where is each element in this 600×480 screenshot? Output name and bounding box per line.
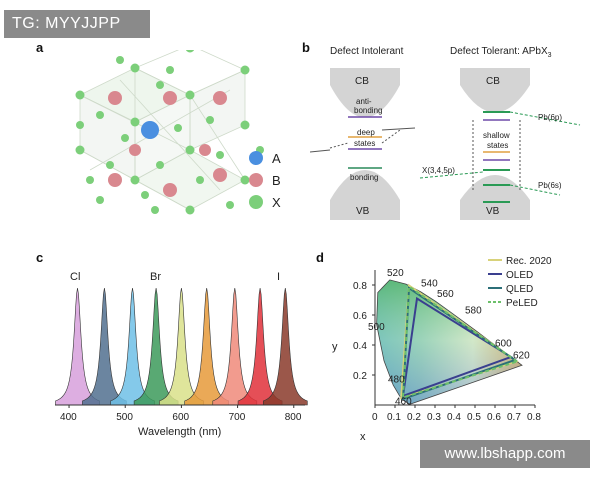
- octahedra-frame: [79, 50, 246, 211]
- panel-c-label: c: [36, 250, 44, 265]
- halide-i-label: I: [277, 271, 280, 283]
- right-vb-label: VB: [486, 206, 500, 217]
- bonding-label: bonding: [350, 173, 378, 182]
- b-atom: [163, 183, 177, 197]
- x-site-atoms: [75, 50, 264, 215]
- x-axis-title: x: [360, 431, 366, 443]
- x-tick-label: 400: [60, 412, 77, 423]
- x-tick-label: 800: [285, 412, 302, 423]
- y-tick-label: 0.6: [353, 311, 367, 322]
- legend: Rec. 2020 OLED QLED PeLED: [488, 256, 552, 309]
- x-tick-label: 700: [229, 412, 246, 423]
- legend-b-swatch: [249, 173, 263, 187]
- locus-label: 540: [421, 279, 438, 290]
- antibonding-line1: anti-: [356, 97, 372, 106]
- emission-spectra-chart: Cl Br I 400 500 600 700 800 Wavelength (nm): [55, 271, 308, 438]
- panel-d-label: d: [316, 250, 324, 265]
- band-diagram: Defect Intolerant Defect Tolerant: APbX3…: [310, 46, 581, 220]
- right-vb-band: [460, 175, 530, 220]
- y-tick-label: 0.4: [353, 341, 367, 352]
- y-tick-label: 0.2: [353, 371, 367, 382]
- x-ticks: 400 500 600 700 800: [60, 405, 302, 423]
- legend-x-swatch: [249, 195, 263, 209]
- locus-label: 520: [387, 268, 404, 279]
- panel-a-label: a: [36, 40, 44, 55]
- locus-label: 560: [437, 289, 454, 300]
- x-axis-title: Wavelength (nm): [138, 426, 221, 438]
- x-tick-label: 0.3: [427, 412, 441, 423]
- emission-peak-2: [82, 287, 127, 406]
- legend-b-label: B: [272, 173, 281, 188]
- x-tick-label: 0: [372, 412, 378, 423]
- legend-label: OLED: [506, 270, 533, 281]
- locus-label: 620: [513, 351, 530, 362]
- locus-label: 500: [368, 322, 385, 333]
- shallow-line2: states: [487, 141, 508, 150]
- legend-label: PeLED: [506, 298, 538, 309]
- left-cb-band: [330, 68, 400, 118]
- cie-chart: 0 0.1 0.2 0.3 0.4 0.5 0.6 0.7 0.8 0.2 0.4 0.6 0.8 52…: [332, 256, 552, 443]
- x-tick-label: 0.7: [507, 412, 521, 423]
- left-title: Defect Intolerant: [330, 46, 404, 57]
- legend-label: QLED: [506, 284, 533, 295]
- x-tick-label: 0.2: [407, 412, 421, 423]
- x-tick-label: 500: [116, 412, 133, 423]
- legend-label: Rec. 2020: [506, 256, 552, 267]
- right-cb-band: [460, 68, 530, 113]
- halide-br-label: Br: [150, 271, 161, 283]
- legend-a-swatch: [249, 151, 263, 165]
- watermark-top: TG: MYYJJPP: [4, 10, 150, 38]
- locus-label: 460: [395, 396, 412, 407]
- x-tick-label: 600: [172, 412, 189, 423]
- b-atom: [163, 91, 177, 105]
- b-atom: [213, 168, 227, 182]
- perovskite-structure: [75, 50, 264, 215]
- panel-a-legend: A B X: [249, 151, 281, 210]
- b-atom: [108, 91, 122, 105]
- pb6s-label: Pb(6s): [538, 181, 562, 190]
- halide-cl-label: Cl: [70, 271, 80, 283]
- antibonding-line2: bonding: [354, 106, 382, 115]
- locus-label: 580: [465, 306, 482, 317]
- y-axis-title: y: [332, 341, 338, 353]
- x-tick-label: 0.1: [387, 412, 401, 423]
- x-tick-label: 0.6: [487, 412, 501, 423]
- b-atom: [129, 144, 141, 156]
- right-title: Defect Tolerant: APbX3: [450, 46, 552, 59]
- watermark-bottom: www.lbshapp.com: [420, 440, 590, 468]
- left-cb-label: CB: [355, 76, 369, 87]
- emission-peak-1: [55, 287, 100, 406]
- b-atom: [199, 144, 211, 156]
- spectra-group: [55, 287, 308, 406]
- b-site-atoms: [108, 91, 227, 197]
- axes: 0 0.1 0.2 0.3 0.4 0.5 0.6 0.7 0.8 0.2 0.4 0.6 0.8: [353, 270, 541, 423]
- x345p-label: X(3,4,5p): [422, 166, 455, 175]
- gamut-oled: [401, 296, 514, 398]
- deep-line2: states: [354, 139, 375, 148]
- locus-label: 480: [388, 375, 405, 386]
- x-tick-label: 0.5: [467, 412, 481, 423]
- locus-label: 600: [495, 339, 512, 350]
- a-site-atom: [141, 121, 159, 139]
- emission-peak-9: [262, 287, 308, 406]
- deep-line1: deep: [357, 128, 375, 137]
- right-cb-label: CB: [486, 76, 500, 87]
- legend-a-label: A: [272, 151, 281, 166]
- panel-b-label: b: [302, 40, 310, 55]
- b-atom: [213, 91, 227, 105]
- b-atom: [108, 173, 122, 187]
- legend-x-label: X: [272, 195, 281, 210]
- y-tick-label: 0.8: [353, 281, 367, 292]
- gamut-triangles: [400, 283, 520, 401]
- x-tick-label: 0.4: [447, 412, 461, 423]
- shallow-line1: shallow: [483, 131, 510, 140]
- pb6p-label: Pb(6p): [538, 113, 562, 122]
- gamut-peled: [401, 284, 520, 399]
- left-vb-band: [330, 170, 400, 220]
- x-tick-label: 0.8: [527, 412, 541, 423]
- left-vb-label: VB: [356, 206, 370, 217]
- pb6p-guide: [509, 111, 581, 126]
